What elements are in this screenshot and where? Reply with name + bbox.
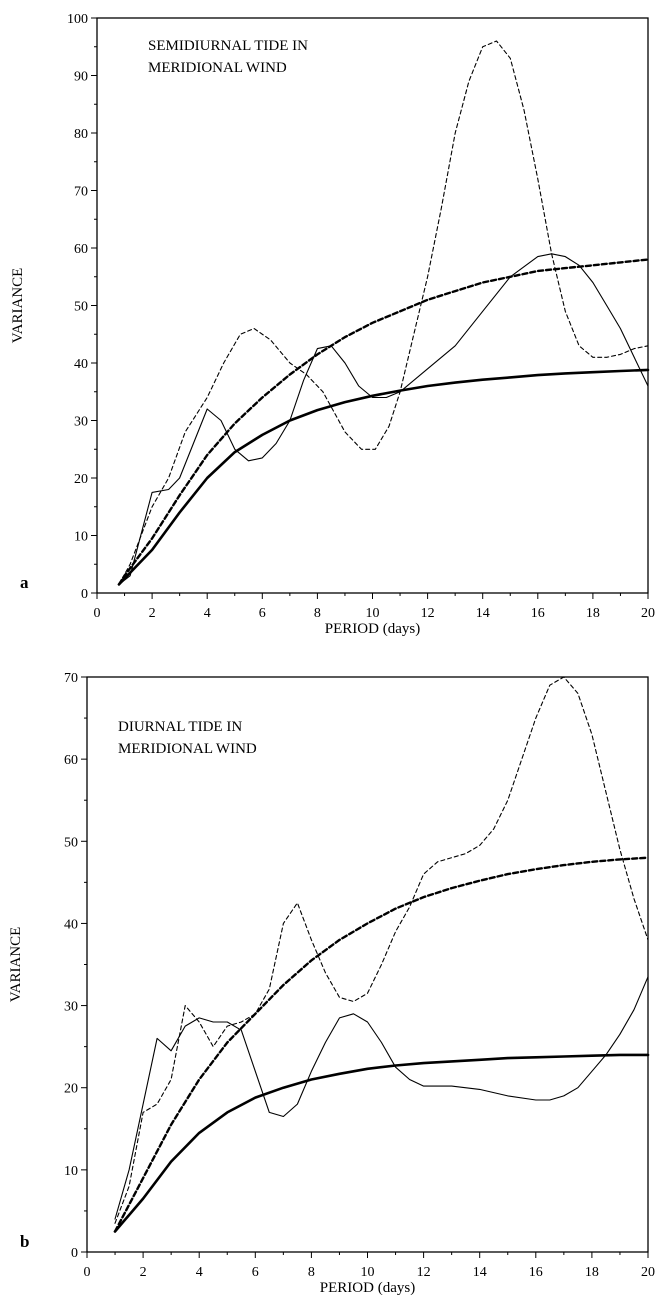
y-tick-label: 10 [64, 1164, 78, 1179]
x-tick-label: 18 [586, 606, 600, 621]
y-tick-label: 100 [67, 12, 88, 27]
y-tick-label: 20 [64, 1082, 78, 1097]
chart-semidiurnal-tide: 0 2 4 6 8 10 12 14 16 18 20 0 10 20 30 40 50 60 70 80 90 100 P… [0, 0, 658, 655]
y-tick-label: 70 [74, 185, 88, 200]
plot-frame [97, 18, 648, 593]
series-line-thin-solid [115, 977, 648, 1219]
y-tick-label: 70 [64, 671, 78, 686]
y-tick-label: 80 [74, 127, 88, 142]
x-tick-label: 12 [421, 606, 435, 621]
x-tick-label: 4 [196, 1265, 203, 1280]
x-tick-label: 14 [473, 1265, 487, 1280]
x-tick-label: 2 [140, 1265, 147, 1280]
x-tick-label: 2 [149, 606, 156, 621]
series-line-thin-dashed [119, 41, 648, 584]
chart-diurnal-tide: 0 2 4 6 8 10 12 14 16 18 20 0 10 20 30 40 50 60 70 PERIOD (… [0, 655, 658, 1295]
y-axis-label: VARIANCE [8, 927, 24, 1003]
series-line-bold-solid [115, 1055, 648, 1232]
x-tick-label: 20 [641, 1265, 655, 1280]
x-tick-label: 18 [585, 1265, 599, 1280]
y-tick-label: 30 [74, 415, 88, 430]
series-line-bold-dashed [115, 858, 648, 1232]
x-axis-label: PERIOD (days) [325, 621, 420, 637]
x-tick-label: 14 [476, 606, 490, 621]
x-tick-label: 0 [84, 1265, 91, 1280]
series-line-thin-solid [119, 254, 648, 585]
x-tick-label: 4 [204, 606, 211, 621]
series-line-bold-dashed [119, 260, 648, 585]
y-tick-label: 30 [64, 1000, 78, 1015]
x-tick-label: 8 [308, 1265, 315, 1280]
y-tick-label: 60 [74, 242, 88, 257]
y-tick-label: 50 [64, 835, 78, 850]
x-tick-label: 16 [531, 606, 545, 621]
y-tick-label: 40 [64, 917, 78, 932]
y-tick-label: 60 [64, 753, 78, 768]
annotation-line: SEMIDIURNAL TIDE IN [148, 38, 308, 54]
annotation-line: MERIDIONAL WIND [148, 60, 287, 76]
y-axis-label: VARIANCE [10, 268, 26, 344]
x-axis-label: PERIOD (days) [320, 1280, 415, 1295]
x-tick-label: 0 [94, 606, 101, 621]
y-tick-label: 50 [74, 300, 88, 315]
panel-label: b [20, 1232, 29, 1251]
y-tick-label: 20 [74, 472, 88, 487]
series-line-thin-dashed [115, 677, 648, 1223]
x-tick-label: 10 [361, 1265, 375, 1280]
x-tick-label: 10 [366, 606, 380, 621]
x-tick-label: 8 [314, 606, 321, 621]
y-tick-label: 90 [74, 70, 88, 85]
x-tick-label: 6 [259, 606, 266, 621]
y-tick-label: 10 [74, 530, 88, 545]
y-tick-label: 0 [81, 587, 88, 602]
y-tick-label: 0 [71, 1246, 78, 1261]
annotation-line: DIURNAL TIDE IN [118, 719, 242, 735]
x-tick-label: 20 [641, 606, 655, 621]
panel-label: a [20, 573, 29, 592]
x-tick-label: 12 [417, 1265, 431, 1280]
x-tick-label: 16 [529, 1265, 543, 1280]
series-line-bold-solid [119, 370, 648, 585]
x-tick-label: 6 [252, 1265, 259, 1280]
plot-frame [87, 677, 648, 1252]
y-tick-label: 40 [74, 357, 88, 372]
annotation-line: MERIDIONAL WIND [118, 741, 257, 757]
